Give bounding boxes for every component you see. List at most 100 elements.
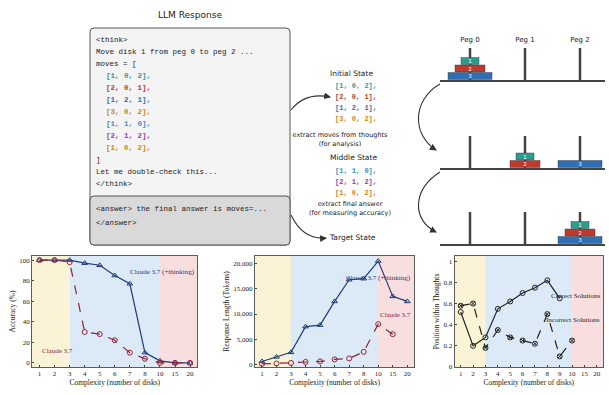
svg-text:1: 1 (38, 370, 42, 378)
svg-text:8: 8 (546, 370, 550, 378)
svg-text:Peg 2: Peg 2 (570, 36, 589, 44)
svg-text:Initial State: Initial State (330, 69, 373, 78)
svg-text:[1, 1, 0],: [1, 1, 0], (335, 167, 377, 175)
svg-text:<think>: <think> (96, 36, 128, 44)
svg-text:Claude 3.7 (+thinking): Claude 3.7 (+thinking) (130, 268, 195, 276)
svg-text:Position within Thoughts: Position within Thoughts (432, 274, 441, 350)
svg-text:20: 20 (593, 370, 601, 378)
svg-text:10,000: 10,000 (233, 310, 253, 318)
svg-text:0.8: 0.8 (444, 279, 453, 287)
svg-text:2: 2 (53, 370, 57, 378)
svg-text:(for measuring accuracy): (for measuring accuracy) (309, 209, 391, 217)
svg-text:2: 2 (471, 370, 475, 378)
svg-text:1: 1 (578, 222, 582, 228)
svg-text:10: 10 (156, 370, 164, 378)
svg-text:3: 3 (484, 370, 488, 378)
svg-text:7: 7 (347, 370, 351, 378)
svg-text:0.4: 0.4 (444, 321, 453, 329)
svg-text:[3, 0, 2],: [3, 0, 2], (335, 115, 377, 123)
svg-text:moves = [: moves = [ (96, 60, 137, 68)
svg-text:]: ] (96, 156, 101, 164)
svg-text:3: 3 (468, 73, 472, 79)
svg-text:0: 0 (249, 361, 253, 369)
svg-text:[1, 0, 2],: [1, 0, 2], (335, 82, 377, 90)
svg-text:6: 6 (521, 370, 525, 378)
svg-text:8: 8 (362, 370, 366, 378)
svg-text:[1, 2, 1],: [1, 2, 1], (335, 104, 377, 112)
svg-text:(for analysis): (for analysis) (319, 140, 361, 148)
svg-text:4: 4 (304, 370, 308, 378)
svg-text:15: 15 (172, 370, 180, 378)
svg-text:0: 0 (449, 363, 453, 371)
svg-text:4: 4 (496, 370, 500, 378)
svg-text:</answer>: </answer> (96, 219, 137, 227)
svg-text:9: 9 (558, 370, 562, 378)
svg-text:extract final answer: extract final answer (318, 200, 383, 208)
svg-text:1: 1 (260, 370, 264, 378)
svg-text:1: 1 (449, 258, 453, 266)
svg-text:Complexity (number of disks): Complexity (number of disks) (69, 378, 160, 387)
svg-text:20: 20 (187, 370, 195, 378)
svg-text:10: 10 (569, 370, 577, 378)
svg-text:3: 3 (289, 370, 293, 378)
svg-text:</think>: </think> (96, 180, 133, 188)
svg-text:8: 8 (143, 370, 147, 378)
svg-text:extract moves from thoughts: extract moves from thoughts (293, 131, 388, 139)
svg-text:<answer> the final answer is m: <answer> the final answer is moves=... (96, 205, 267, 213)
svg-text:3: 3 (578, 161, 582, 167)
svg-text:15: 15 (581, 370, 589, 378)
svg-text:40: 40 (23, 318, 31, 326)
svg-text:2: 2 (275, 370, 279, 378)
svg-text:5: 5 (318, 370, 322, 378)
svg-text:20: 20 (23, 339, 31, 347)
svg-text:Complexity (number of disks): Complexity (number of disks) (483, 378, 574, 387)
svg-text:3: 3 (68, 370, 72, 378)
svg-text:2: 2 (578, 230, 582, 236)
svg-text:7: 7 (128, 370, 132, 378)
svg-text:Target State: Target State (329, 233, 376, 242)
svg-text:Correct Solutions: Correct Solutions (551, 292, 600, 300)
svg-text:3: 3 (578, 237, 582, 243)
svg-text:Claude 3.7: Claude 3.7 (380, 311, 411, 319)
svg-text:[1, 2, 1],: [1, 2, 1], (106, 96, 151, 104)
svg-text:LLM Response: LLM Response (158, 10, 222, 20)
svg-text:20,000: 20,000 (233, 260, 253, 268)
svg-text:Claude 3.7: Claude 3.7 (42, 347, 73, 355)
svg-text:Accuracy (%): Accuracy (%) (8, 290, 17, 332)
svg-text:2: 2 (468, 66, 472, 72)
svg-text:20: 20 (404, 370, 412, 378)
svg-text:100: 100 (19, 257, 30, 265)
svg-text:10: 10 (375, 370, 383, 378)
svg-text:0.2: 0.2 (444, 342, 453, 350)
svg-text:1: 1 (523, 154, 527, 160)
svg-text:15,000: 15,000 (233, 285, 253, 293)
svg-text:6: 6 (333, 370, 337, 378)
svg-text:5,000: 5,000 (237, 336, 253, 344)
svg-text:6: 6 (113, 370, 117, 378)
svg-text:Peg 1: Peg 1 (515, 36, 534, 44)
svg-text:15: 15 (389, 370, 397, 378)
svg-text:[1, 0, 2],: [1, 0, 2], (335, 189, 377, 197)
svg-text:0.6: 0.6 (444, 300, 453, 308)
svg-text:Claude 3.7 (+thinking): Claude 3.7 (+thinking) (346, 274, 411, 282)
svg-text:Incorrect Solutions: Incorrect Solutions (546, 316, 600, 324)
svg-text:[1, 0, 2],: [1, 0, 2], (106, 144, 151, 152)
svg-text:0: 0 (26, 359, 30, 367)
svg-text:2: 2 (523, 161, 527, 167)
svg-text:Move disk 1 from peg 0 to peg: Move disk 1 from peg 0 to peg 2 ... (96, 48, 254, 56)
svg-text:5: 5 (508, 370, 512, 378)
svg-text:[2, 1, 2],: [2, 1, 2], (106, 132, 151, 140)
svg-text:Middle State: Middle State (330, 153, 377, 162)
svg-text:4: 4 (83, 370, 87, 378)
svg-text:1: 1 (459, 370, 463, 378)
svg-text:1: 1 (468, 58, 472, 64)
svg-text:7: 7 (533, 370, 537, 378)
svg-text:Peg 0: Peg 0 (460, 36, 479, 44)
svg-text:Let me double-check this...: Let me double-check this... (96, 168, 218, 176)
svg-text:[1, 0, 2],: [1, 0, 2], (106, 72, 151, 80)
svg-text:Complexity (number of disks): Complexity (number of disks) (289, 378, 380, 387)
svg-text:60: 60 (23, 298, 31, 306)
svg-text:80: 80 (23, 277, 31, 285)
svg-text:[1, 1, 0],: [1, 1, 0], (106, 120, 151, 128)
svg-text:[2, 0, 1],: [2, 0, 1], (335, 93, 377, 101)
